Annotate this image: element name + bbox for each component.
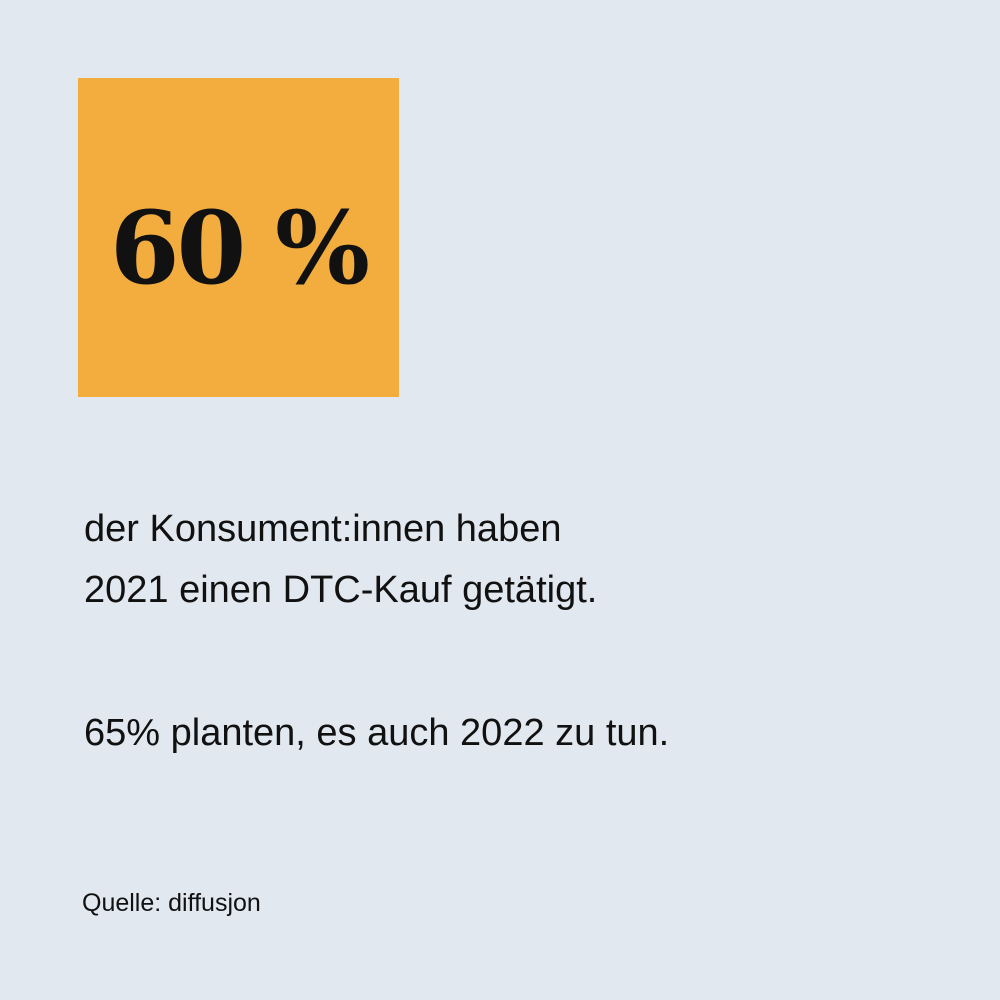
source-label: Quelle: diffusjon [82,889,261,917]
body-text-line-3: 65% planten, es auch 2022 zu tun. [84,712,670,754]
body-text-line-1: der Konsument:innen haben [84,508,562,550]
highlight-box: 60 % [78,78,399,397]
headline-percentage: 60 % [110,189,370,307]
body-text-line-2: 2021 einen DTC-Kauf getätigt. [84,569,598,611]
